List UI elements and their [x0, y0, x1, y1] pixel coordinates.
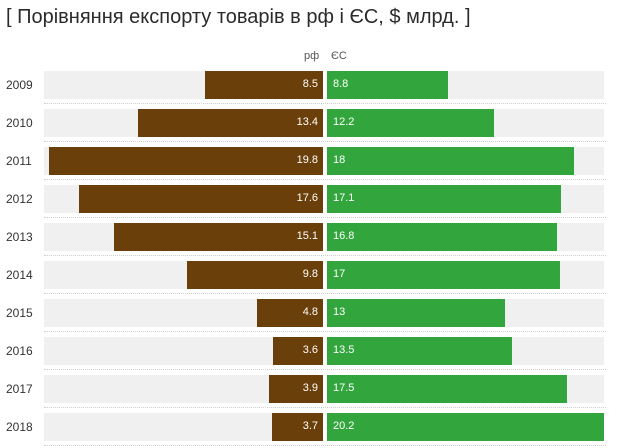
- year-label: 2014: [6, 268, 33, 282]
- year-label: 2012: [6, 192, 33, 206]
- data-label-rf: 9.8: [302, 268, 318, 280]
- bar-rf: [257, 299, 323, 327]
- chart-row: 2018 3.7 20.2: [0, 413, 618, 441]
- data-label-rf: 3.6: [302, 344, 318, 356]
- bar-eu: [327, 375, 567, 403]
- data-label-rf: 8.5: [302, 78, 318, 90]
- row-divider: [44, 103, 606, 104]
- chart-row: 2012 17.6 17.1: [0, 185, 618, 213]
- data-label-eu: 12.2: [333, 116, 355, 128]
- chart-row: 2017 3.9 17.5: [0, 375, 618, 403]
- bar-eu: [327, 185, 561, 213]
- row-divider: [44, 141, 606, 142]
- bar-eu: [327, 223, 557, 251]
- data-label-rf: 4.8: [302, 306, 318, 318]
- chart-row: 2014 9.8 17: [0, 261, 618, 289]
- year-label: 2013: [6, 230, 33, 244]
- bar-eu: [327, 109, 494, 137]
- data-label-rf: 3.7: [302, 420, 318, 432]
- data-label-eu: 8.8: [333, 78, 349, 90]
- year-label: 2018: [6, 420, 33, 434]
- bar-eu: [327, 147, 574, 175]
- data-label-rf: 15.1: [296, 230, 318, 242]
- bar-rf: [114, 223, 323, 251]
- row-divider: [44, 407, 606, 408]
- bar-rf: [79, 185, 323, 213]
- chart-title: [ Порівняння експорту товарів в рф і ЄС,…: [6, 6, 471, 28]
- data-label-rf: 17.6: [296, 192, 318, 204]
- data-label-eu: 17.1: [333, 192, 355, 204]
- year-label: 2016: [6, 344, 33, 358]
- data-label-eu: 17.5: [333, 382, 355, 394]
- row-divider: [44, 255, 606, 256]
- chart-row: 2016 3.6 13.5: [0, 337, 618, 365]
- bar-rf: [272, 413, 323, 441]
- chart-row: 2013 15.1 16.8: [0, 223, 618, 251]
- chart-row: 2015 4.8 13: [0, 299, 618, 327]
- year-label: 2009: [6, 78, 33, 92]
- row-divider: [44, 445, 606, 446]
- bar-rf: [273, 337, 323, 365]
- series-label-rf: рф: [304, 50, 320, 62]
- bar-rf: [49, 147, 323, 175]
- bar-eu: [327, 337, 512, 365]
- year-label: 2015: [6, 306, 33, 320]
- bar-rf: [138, 109, 323, 137]
- data-label-rf: 13.4: [296, 116, 318, 128]
- data-label-eu: 18: [333, 154, 346, 166]
- chart-row: 2009 8.5 8.8: [0, 71, 618, 99]
- year-label: 2017: [6, 382, 33, 396]
- series-label-eu: ЄС: [331, 50, 347, 62]
- data-label-eu: 17: [333, 268, 346, 280]
- chart-row: 2011 19.8 18: [0, 147, 618, 175]
- row-divider: [44, 331, 606, 332]
- bar-eu: [327, 261, 560, 289]
- row-divider: [44, 369, 606, 370]
- data-label-eu: 13: [333, 306, 346, 318]
- row-divider: [44, 217, 606, 218]
- year-label: 2010: [6, 116, 33, 130]
- row-divider: [44, 179, 606, 180]
- bar-eu: [327, 413, 604, 441]
- row-divider: [44, 293, 606, 294]
- bar-rf: [187, 261, 323, 289]
- year-label: 2011: [6, 154, 32, 168]
- data-label-eu: 16.8: [333, 230, 355, 242]
- bar-eu: [327, 71, 448, 99]
- chart-row: 2010 13.4 12.2: [0, 109, 618, 137]
- data-label-rf: 19.8: [296, 154, 318, 166]
- bar-eu: [327, 299, 505, 327]
- data-label-eu: 13.5: [333, 344, 355, 356]
- data-label-eu: 20.2: [333, 420, 355, 432]
- data-label-rf: 3.9: [302, 382, 318, 394]
- bar-rf: [205, 71, 323, 99]
- bar-rf: [269, 375, 323, 403]
